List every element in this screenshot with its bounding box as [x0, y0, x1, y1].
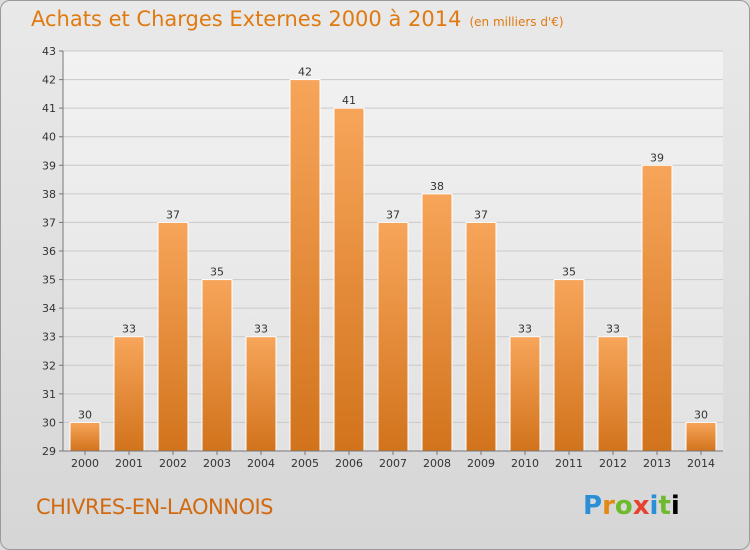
logo-letter: i	[670, 491, 680, 521]
x-tick-label-2001: 2001	[115, 457, 143, 470]
proxiti-logo[interactable]: Proxiti	[583, 491, 680, 521]
data-label-2010: 33	[518, 323, 532, 336]
y-tick-label: 30	[42, 416, 56, 429]
data-label-2011: 35	[562, 266, 576, 279]
data-label-2002: 37	[166, 208, 180, 221]
x-tick-label-2013: 2013	[643, 457, 671, 470]
data-label-2005: 42	[298, 66, 312, 79]
bar-2003	[201, 279, 233, 452]
data-label-2009: 37	[474, 208, 488, 221]
bar-2004	[245, 336, 277, 452]
y-tick-label: 31	[42, 388, 56, 401]
bar-2001	[113, 336, 145, 452]
data-label-2000: 30	[78, 408, 92, 421]
data-label-2008: 38	[430, 180, 444, 193]
data-label-2013: 39	[650, 151, 664, 164]
bar-2005	[289, 79, 321, 452]
y-tick-label: 41	[42, 102, 56, 115]
chart-title: Achats et Charges Externes 2000 à 2014 (e…	[31, 7, 564, 31]
bar-2010	[509, 336, 541, 452]
data-label-2006: 41	[342, 94, 356, 107]
data-label-2012: 33	[606, 323, 620, 336]
logo-letter: t	[658, 491, 671, 521]
y-tick-label: 43	[42, 45, 56, 58]
x-tick-label-2003: 2003	[203, 457, 231, 470]
data-label-2003: 35	[210, 266, 224, 279]
logo-letter: x	[632, 491, 650, 521]
y-tick-label: 38	[42, 188, 56, 201]
data-label-2007: 37	[386, 208, 400, 221]
bar-2007	[377, 221, 409, 452]
x-tick-label-2005: 2005	[291, 457, 319, 470]
bar-2006	[333, 107, 365, 452]
x-tick-label-2006: 2006	[335, 457, 363, 470]
y-tick-label: 33	[42, 331, 56, 344]
x-tick-label-2004: 2004	[247, 457, 275, 470]
bar-2014	[685, 421, 717, 452]
y-tick-label: 35	[42, 274, 56, 287]
x-tick-label-2000: 2000	[71, 457, 99, 470]
x-tick-label-2011: 2011	[555, 457, 583, 470]
bars: 30 33 37 35 33 42 41 37 38 37 33 35 33 39 30	[69, 66, 717, 452]
logo-letter: i	[649, 491, 659, 521]
bar-2008	[421, 193, 453, 452]
logo-letter: o	[614, 491, 633, 521]
data-label-2004: 33	[254, 323, 268, 336]
x-tick-label-2012: 2012	[599, 457, 627, 470]
y-tick-label: 42	[42, 74, 56, 87]
y-tick-label: 34	[42, 302, 56, 315]
bar-2012	[597, 336, 629, 452]
y-tick-label: 37	[42, 216, 56, 229]
bar-2009	[465, 221, 497, 452]
bar-2011	[553, 279, 585, 452]
axes: 29 30 31 32 33 34 35 36 37 38 39 40 41 42 43 2000 2001 20…	[42, 45, 723, 470]
bar-2013	[641, 164, 673, 452]
bar-2002	[157, 221, 189, 452]
chart-subtitle: (en milliers d'€)	[469, 15, 564, 29]
bar-2000	[69, 421, 101, 452]
data-label-2014: 30	[694, 408, 708, 421]
logo-letter: P	[583, 491, 603, 521]
x-tick-label-2009: 2009	[467, 457, 495, 470]
x-tick-label-2008: 2008	[423, 457, 451, 470]
x-tick-label-2007: 2007	[379, 457, 407, 470]
logo-letter: r	[602, 491, 615, 521]
x-tick-label-2010: 2010	[511, 457, 539, 470]
x-tick-label-2014: 2014	[687, 457, 715, 470]
y-tick-label: 29	[42, 445, 56, 458]
chart-title-text: Achats et Charges Externes 2000 à 2014	[31, 7, 462, 31]
location-name: CHIVRES-EN-LAONNOIS	[36, 495, 274, 519]
y-tick-label: 39	[42, 159, 56, 172]
x-tick-label-2002: 2002	[159, 457, 187, 470]
data-label-2001: 33	[122, 323, 136, 336]
y-tick-label: 40	[42, 131, 56, 144]
y-tick-label: 36	[42, 245, 56, 258]
y-tick-label: 32	[42, 359, 56, 372]
